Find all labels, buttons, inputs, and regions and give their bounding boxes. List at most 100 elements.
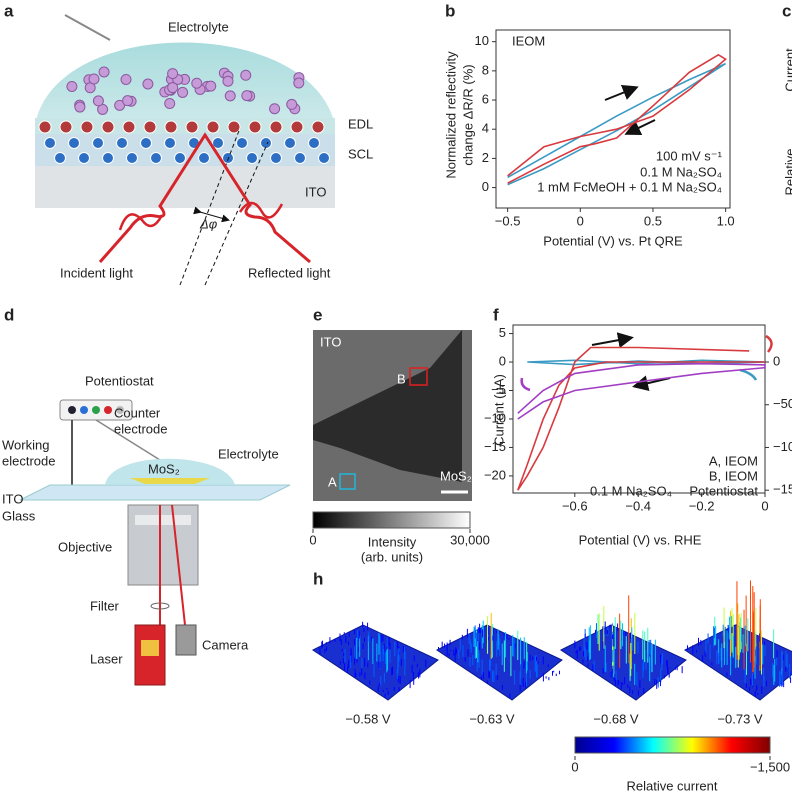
- anion: [114, 99, 126, 111]
- surface: [312, 624, 439, 701]
- electron: [54, 152, 66, 164]
- y2-tick-label: −50: [773, 396, 792, 411]
- edl-layer: [35, 118, 335, 134]
- electron: [246, 152, 258, 164]
- cation: [311, 120, 325, 134]
- label: Glass: [2, 508, 36, 523]
- cation: [164, 120, 178, 134]
- anion: [224, 90, 236, 102]
- legend-entry: 1 mM FcMeOH + 0.1 M Na₂SO₄: [537, 179, 722, 194]
- x-tick-label: −0.5: [495, 213, 521, 228]
- anion: [92, 95, 104, 107]
- annotation: IEOM: [512, 33, 545, 48]
- electron: [44, 137, 56, 149]
- label: Laser: [90, 651, 123, 666]
- label: Δφ: [199, 216, 218, 231]
- label: Filter: [90, 598, 120, 613]
- x-axis-label: Potential (V) vs. Pt QRE: [543, 233, 683, 248]
- anion: [98, 66, 110, 78]
- legend-entry: B, IEOM: [709, 468, 758, 483]
- y-tick-label: −15: [484, 439, 506, 454]
- electron: [164, 137, 176, 149]
- y-tick-label: −20: [484, 467, 506, 482]
- y-tick-label: 0: [499, 353, 506, 368]
- phase-arrow: [193, 206, 230, 223]
- label: Incident light: [60, 265, 133, 280]
- y-tick-label: 4: [482, 121, 489, 136]
- potential-label: −0.68 V: [593, 711, 639, 726]
- electron: [116, 137, 128, 149]
- cation: [59, 120, 73, 134]
- wire: [95, 419, 161, 461]
- label: ITO: [320, 334, 341, 349]
- y2-tick-label: −100: [773, 439, 792, 454]
- electron: [140, 137, 152, 149]
- colorbar-tick-label: 30,000: [450, 532, 490, 547]
- electron: [270, 152, 282, 164]
- panel-a: Electrolyte EDL SCL ITO Δφ Incident ligh…: [35, 14, 373, 286]
- electron: [102, 152, 114, 164]
- electron: [260, 137, 272, 149]
- anion: [240, 69, 252, 81]
- anion: [222, 75, 234, 87]
- anion: [205, 80, 217, 92]
- anion: [164, 98, 176, 110]
- y-tick-label: 8: [482, 62, 489, 77]
- legend-entry: A, IEOM: [709, 453, 758, 468]
- y-axis-label: Normalized reflectivity: [443, 51, 458, 179]
- y-axis-label: Current (μA): [491, 374, 506, 446]
- region-box: [409, 367, 428, 386]
- light-wave: [118, 213, 164, 231]
- electron: [126, 152, 138, 164]
- electron: [92, 137, 104, 149]
- x-tick-label: 0.5: [644, 213, 662, 228]
- panel-label: e: [313, 305, 322, 324]
- colorbar: [312, 511, 471, 529]
- anion: [74, 101, 86, 113]
- annotation: 100 mV s⁻¹: [656, 148, 723, 163]
- anion: [191, 77, 203, 89]
- anion: [269, 103, 281, 115]
- cation: [290, 120, 304, 134]
- anion: [241, 90, 253, 102]
- beam: [171, 504, 186, 626]
- light-wave: [238, 201, 284, 219]
- label: Camera: [202, 637, 249, 652]
- panel-label: c: [782, 1, 791, 20]
- anion: [142, 78, 154, 90]
- x-tick-label: 0: [577, 213, 584, 228]
- series-line: [507, 53, 727, 184]
- laser-window: [141, 640, 159, 656]
- colorbar-label: Relative current: [626, 778, 717, 793]
- label: ITO: [305, 184, 326, 199]
- series-line: [517, 346, 765, 491]
- panel-label: b: [445, 1, 455, 20]
- cation: [38, 120, 52, 134]
- dashed-line: [204, 141, 269, 286]
- pipette: [64, 14, 111, 41]
- label: Potentiostat: [85, 373, 154, 388]
- legend-entry: Potentiostat: [689, 483, 758, 498]
- cation: [227, 120, 241, 134]
- y-tick-label: 0: [482, 179, 489, 194]
- label: Working: [2, 437, 49, 452]
- anion: [120, 73, 132, 85]
- anion: [167, 82, 179, 94]
- port: [92, 406, 100, 414]
- potential-label: −0.63 V: [469, 711, 515, 726]
- x-axis-label: Potential (V) vs. RHE: [579, 532, 702, 547]
- anion: [293, 77, 305, 89]
- label: SCL: [348, 146, 373, 161]
- electron: [308, 137, 320, 149]
- label: MoS₂: [148, 461, 180, 476]
- label: B: [397, 371, 406, 386]
- panel-e: ITO B A MoS₂ Intensity (arb. units): [312, 330, 472, 564]
- cation: [122, 120, 136, 134]
- plot-frame: [512, 324, 766, 494]
- arrow: [632, 375, 671, 392]
- label: Reflected light: [248, 265, 331, 280]
- port: [116, 406, 124, 414]
- y-tick-label: 2: [482, 150, 489, 165]
- electron: [294, 152, 306, 164]
- x-tick-label: −0.6: [562, 498, 588, 513]
